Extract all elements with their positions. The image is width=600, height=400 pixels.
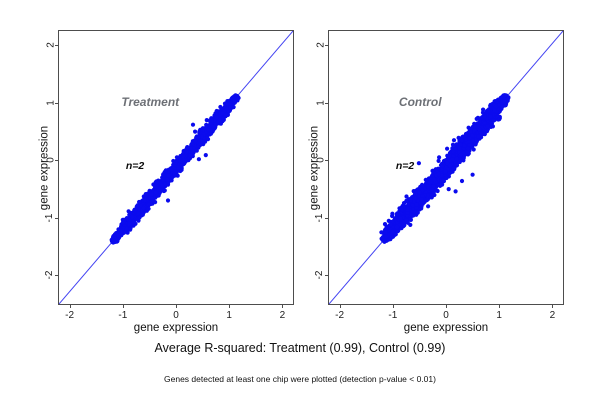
y-axis-tick xyxy=(55,217,59,219)
x-axis-tick-label: -1 xyxy=(388,310,398,321)
outlier-point xyxy=(441,178,446,183)
x-axis-tick-label: 0 xyxy=(173,310,179,321)
outlier-point xyxy=(453,189,458,194)
panel-title-label: Treatment xyxy=(121,94,180,109)
y-axis-tick xyxy=(325,102,329,104)
y-axis-tick xyxy=(55,102,59,104)
sample-size-label: n=2 xyxy=(395,160,415,173)
x-axis-tick xyxy=(69,304,71,308)
scatter-canvas xyxy=(329,31,563,304)
y-axis-tick xyxy=(55,45,59,47)
outlier-point xyxy=(203,153,208,158)
y-axis-tick xyxy=(325,275,329,277)
panel-title-label: Control xyxy=(398,94,442,109)
x-axis-tick xyxy=(446,304,447,308)
y-axis-tick-label: -2 xyxy=(314,270,326,280)
y-axis-label: gene expression xyxy=(38,125,50,210)
x-axis-tick xyxy=(339,304,341,308)
y-axis-tick-label: 2 xyxy=(315,42,327,49)
outlier-point xyxy=(459,178,465,184)
outlier-point xyxy=(190,122,196,127)
outlier-point xyxy=(165,198,171,203)
y-axis-tick-label: 1 xyxy=(315,100,327,106)
y-axis-tick xyxy=(325,160,329,162)
y-axis-tick-label: -1 xyxy=(314,213,326,223)
x-axis-tick-label: -2 xyxy=(65,310,75,321)
y-axis-tick-label: 1 xyxy=(45,100,57,106)
outlier-point xyxy=(470,172,475,177)
x-axis-tick xyxy=(122,304,124,308)
x-axis-tick-label: -2 xyxy=(335,310,345,321)
outlier-point xyxy=(451,138,457,143)
x-axis-tick-label: 1 xyxy=(226,310,232,321)
y-axis-label: gene expression xyxy=(308,125,320,210)
scatter-canvas xyxy=(59,31,293,304)
x-axis-label: gene expression xyxy=(133,322,219,334)
outlier-point xyxy=(446,187,451,192)
y-axis-tick-label: 2 xyxy=(45,42,57,49)
y-axis-tick-label: -1 xyxy=(44,213,56,223)
x-axis-tick xyxy=(552,304,554,308)
x-axis-tick-label: 0 xyxy=(443,310,449,321)
y-axis-tick xyxy=(325,45,329,47)
caption-footnote: Genes detected at least one chip were pl… xyxy=(164,374,436,384)
x-axis-tick-label: 2 xyxy=(279,310,286,321)
y-axis-tick xyxy=(325,217,329,219)
outlier-point xyxy=(416,161,421,166)
x-axis-tick xyxy=(282,304,284,308)
x-axis-tick-label: -1 xyxy=(118,310,128,321)
treatment-panel: -2 -1 0 1 2 -2 -1 0 1 2 gene expression gene expres… xyxy=(38,30,294,334)
x-axis-label: gene expression xyxy=(403,322,489,334)
x-axis-tick xyxy=(499,304,501,308)
x-axis-tick-label: 1 xyxy=(496,310,502,321)
outlier-point xyxy=(196,157,201,162)
x-axis-tick-label: 2 xyxy=(549,310,556,321)
y-axis-tick-label: -2 xyxy=(44,270,56,280)
outlier-point xyxy=(437,155,442,160)
y-axis-tick xyxy=(55,275,59,277)
y-axis-tick xyxy=(55,160,59,162)
outlier-point xyxy=(193,129,198,134)
scatter-cloud xyxy=(379,93,511,244)
x-axis-tick xyxy=(176,304,177,308)
sample-size-label: n=2 xyxy=(125,160,145,173)
caption-average-r-squared: Average R-squared: Treatment (0.99), Con… xyxy=(154,341,446,355)
control-panel: -2 -1 0 1 2 -2 -1 0 1 2 gene expression gene expres… xyxy=(308,30,564,334)
scatter-cloud xyxy=(109,93,241,245)
x-axis-tick xyxy=(229,304,231,308)
x-axis-tick xyxy=(392,304,394,308)
